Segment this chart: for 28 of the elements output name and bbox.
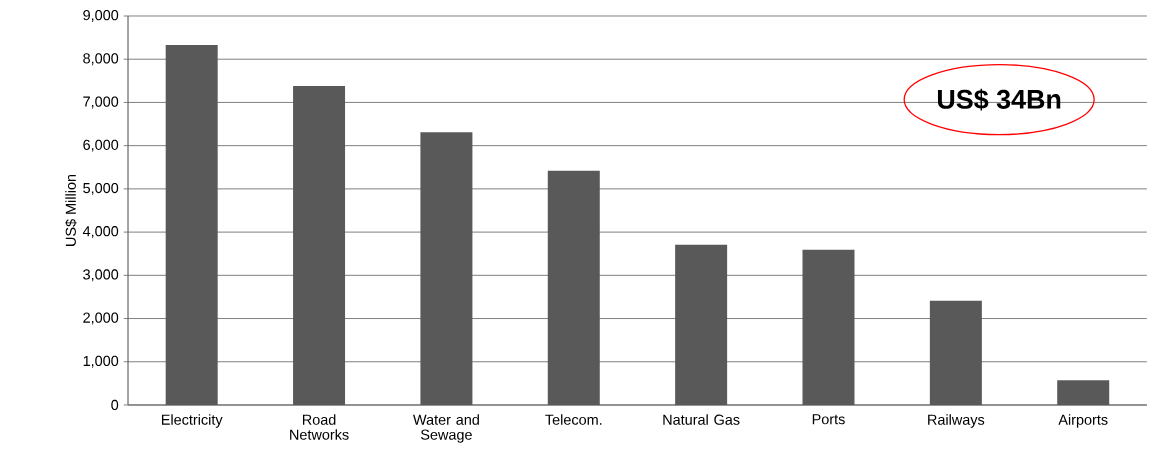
y-tick-label: 8,000 [83, 53, 119, 66]
bar [929, 300, 982, 405]
y-tick-label: 7,000 [83, 96, 119, 109]
y-tick-label: 6,000 [83, 139, 119, 152]
y-tick-label: 9,000 [83, 10, 119, 22]
x-tick-label: Water and Sewage [413, 414, 479, 443]
x-tick-label: Road Networks [290, 414, 349, 440]
x-tick-label: Railways [928, 414, 985, 428]
bar [420, 132, 473, 405]
x-tick-label: Airports [1058, 414, 1108, 428]
y-tick-label: 2,000 [83, 312, 119, 325]
y-tick-label: 0 [111, 399, 119, 411]
bar [1057, 380, 1110, 405]
x-tick-label: Electricity [161, 414, 223, 428]
annotation: US$ 34Bn [937, 88, 1061, 111]
y-tick-label: 4,000 [82, 226, 119, 239]
bar [802, 249, 855, 405]
y-axis-title: US$ Million [65, 174, 77, 246]
x-tick-label: Ports [812, 414, 845, 425]
bar [165, 44, 218, 405]
y-tick-label: 5,000 [83, 182, 119, 195]
bar [547, 170, 600, 405]
y-tick-label: 1,000 [83, 355, 119, 368]
x-tick-label: Telecom. [545, 414, 602, 425]
bar [675, 244, 728, 405]
x-tick-label: Natural Gas [663, 414, 740, 425]
bar [293, 86, 346, 405]
y-tick-label: 3,000 [83, 269, 119, 282]
